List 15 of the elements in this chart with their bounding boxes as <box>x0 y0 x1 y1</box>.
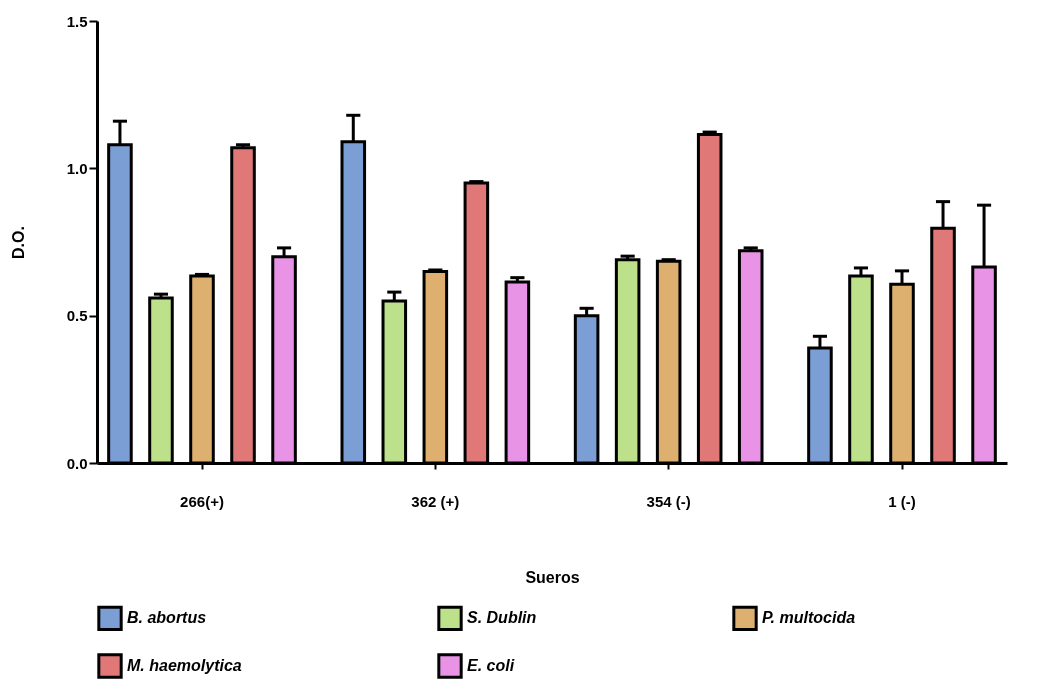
y-tick-label: 1.5 <box>66 12 88 30</box>
legend-label: B. abortus <box>127 609 207 627</box>
legend-label: M. haemolytica <box>127 657 242 674</box>
x-tick-label: 354 (-) <box>646 492 691 510</box>
legend-label: P. multocida <box>762 609 856 627</box>
y-tick-label: 1.0 <box>66 159 88 177</box>
x-tick-label: 1 (-) <box>888 492 916 510</box>
x-tick-label: 362 (+) <box>411 492 460 510</box>
x-axis-title: Sueros <box>525 568 580 586</box>
legend-label: S. Dublin <box>467 609 537 627</box>
x-tick-label: 266(+) <box>180 492 224 510</box>
y-tick-label: 0.0 <box>66 454 88 472</box>
y-tick-label: 0.5 <box>66 307 88 325</box>
y-axis-title: D.O. <box>9 226 27 259</box>
legend-label: E. coli <box>467 657 515 674</box>
